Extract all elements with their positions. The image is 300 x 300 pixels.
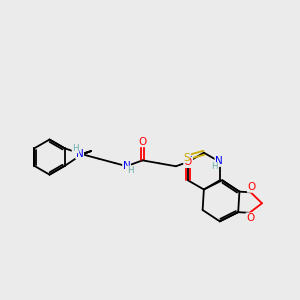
Text: S: S xyxy=(183,152,190,163)
Text: O: O xyxy=(246,213,254,223)
Text: O: O xyxy=(184,158,192,167)
Text: N: N xyxy=(76,149,84,159)
Text: H: H xyxy=(212,163,218,172)
Text: N: N xyxy=(184,156,192,166)
Text: O: O xyxy=(248,182,256,192)
Text: H: H xyxy=(127,166,134,175)
Text: O: O xyxy=(138,137,147,147)
Text: N: N xyxy=(123,161,130,171)
Text: H: H xyxy=(72,144,79,153)
Text: N: N xyxy=(215,156,223,166)
